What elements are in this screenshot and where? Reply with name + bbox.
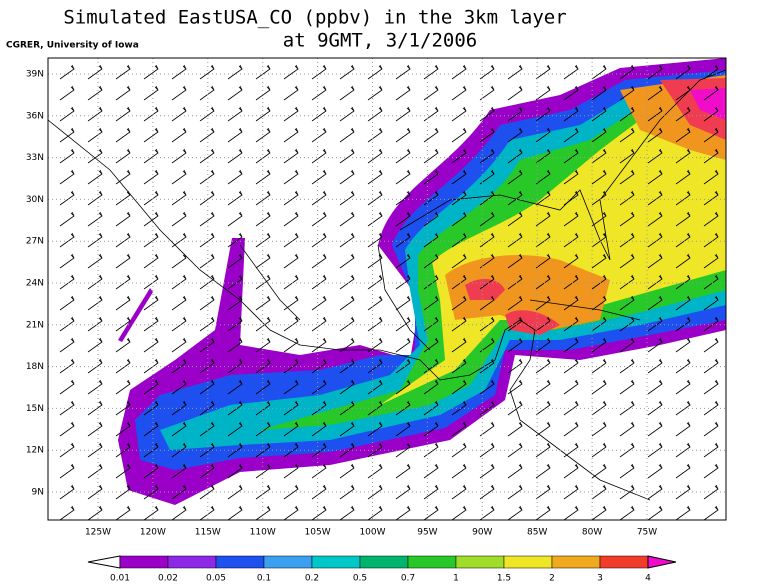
lon-label: 105W [305, 528, 331, 538]
lon-label: 120W [140, 528, 166, 538]
colorbar-segment [599, 555, 649, 569]
colorbar: 0.01 0.02 0.05 0.1 0.2 0.5 0.7 1 1.5 2 3 4 [87, 555, 677, 584]
subtitle: at 9GMT, 3/1/2006 [283, 30, 477, 52]
lat-label: 15N [26, 404, 44, 414]
colorbar-segment [455, 555, 505, 569]
lon-label: 75W [637, 528, 657, 538]
colorbar-high [647, 555, 677, 569]
map-body [48, 58, 726, 520]
colorbar-segment [167, 555, 217, 569]
colorbar-segment [119, 555, 169, 569]
colorbar-label: 0.5 [353, 574, 367, 584]
lat-label: 12N [26, 446, 44, 456]
lat-label: 39N [26, 70, 44, 80]
lon-label: 115W [195, 528, 221, 538]
colorbar-label: 0.1 [257, 574, 271, 584]
colorbar-label: 4 [645, 574, 651, 584]
axis-labels: 39N 36N 33N 30N 27N 24N 21N 18N 15N 12N 9N 125W 120W… [26, 70, 657, 538]
lat-label: 18N [26, 362, 44, 372]
lat-label: 30N [26, 195, 44, 205]
graticule [48, 58, 726, 520]
credit: CGRER, University of Iowa [6, 41, 139, 51]
map-frame [47, 57, 727, 521]
lat-label: 27N [26, 237, 44, 247]
colorbar-segment [503, 555, 553, 569]
lat-label: 33N [26, 153, 44, 163]
lat-label: 9N [32, 488, 44, 498]
colorbar-segment [359, 555, 409, 569]
lon-label: 100W [359, 528, 385, 538]
colorbar-segment [551, 555, 601, 569]
title: Simulated EastUSA_CO (ppbv) in the 3km l… [63, 7, 566, 29]
colorbar-label: 0.2 [305, 574, 319, 584]
lon-label: 95W [417, 528, 437, 538]
colorbar-label: 1.5 [497, 574, 511, 584]
colorbar-segment [263, 555, 313, 569]
lon-label: 110W [250, 528, 276, 538]
colorbar-label: 1 [453, 574, 459, 584]
wind-barbs [48, 58, 726, 520]
colorbar-label: 0.02 [158, 574, 178, 584]
lon-label: 90W [472, 528, 492, 538]
colorbar-label: 3 [597, 574, 603, 584]
lat-label: 36N [26, 111, 44, 121]
colorbar-low [87, 555, 121, 569]
colorbar-segment [215, 555, 265, 569]
colorbar-label: 2 [549, 574, 555, 584]
colorbar-segment [311, 555, 361, 569]
lon-label: 85W [527, 528, 547, 538]
lon-label: 80W [582, 528, 602, 538]
colorbar-label: 0.05 [206, 574, 226, 584]
lon-label: 125W [85, 528, 111, 538]
lat-label: 21N [26, 320, 44, 330]
colorbar-label: 0.01 [110, 574, 130, 584]
colorbar-segment [407, 555, 457, 569]
lat-label: 24N [26, 279, 44, 289]
colorbar-label: 0.7 [401, 574, 415, 584]
